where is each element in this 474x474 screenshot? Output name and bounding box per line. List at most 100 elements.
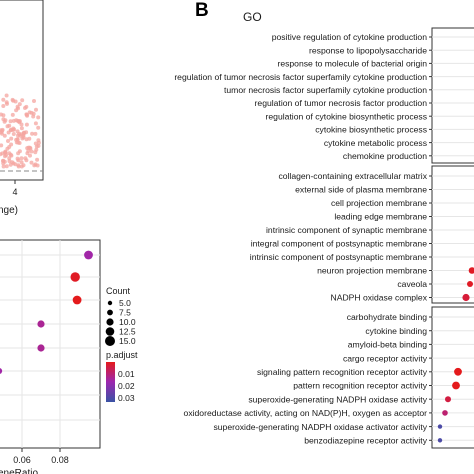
go-term-label: chemokine production: [343, 151, 427, 161]
go-term-label: cell projection membrane: [331, 198, 427, 208]
go-term-label: superoxide-generating NADPH oxidase acti…: [213, 422, 427, 432]
volcano-point: [11, 118, 16, 123]
count-legend-dot: [106, 318, 114, 326]
go-term-label: cytokine biosynthetic process: [315, 125, 427, 135]
go-points: [437, 267, 474, 443]
dotplot-a-frame: [0, 239, 101, 449]
count-legend-label: 12.5: [119, 327, 136, 337]
volcano-point: [19, 160, 24, 165]
volcano-x-tick-label: 4: [12, 187, 17, 197]
volcano-point: [29, 149, 34, 154]
go-term-label: benzodiazepine receptor activity: [304, 436, 427, 446]
volcano-point: [3, 154, 7, 159]
volcano-point: [29, 110, 34, 115]
go-point: [467, 281, 473, 287]
volcano-point: [22, 130, 26, 135]
count-legend-dot: [107, 309, 113, 316]
volcano-point: [33, 150, 38, 155]
dotplot-a-point: [72, 295, 82, 305]
go-term-label: tumor necrosis factor superfamily cytoki…: [224, 85, 427, 95]
go-term-label: regulation of tumor necrosis factor supe…: [174, 72, 427, 82]
go-term-label: NADPH oxidase complex: [331, 293, 428, 303]
volcano-point: [26, 145, 31, 150]
count-legend-dot: [105, 336, 115, 346]
volcano-point: [4, 100, 9, 105]
go-term-labels: positive regulation of cytokine producti…: [174, 32, 427, 445]
go-point: [445, 396, 451, 403]
go-term-label: regulation of cytokine biosynthetic proc…: [266, 111, 427, 121]
dotplot-a-panel: 0.06 0.08 eneRatio: [0, 239, 101, 474]
volcano-point: [17, 149, 22, 154]
volcano-point: [29, 160, 34, 165]
volcano-point: [4, 164, 9, 169]
volcano-point: [26, 149, 31, 153]
count-legend-title: Count: [106, 286, 131, 296]
volcano-point: [16, 140, 21, 145]
volcano-point: [13, 99, 18, 104]
volcano-point: [0, 130, 4, 135]
go-term-label: cytokine metabolic process: [324, 138, 427, 148]
volcano-point: [9, 142, 14, 147]
dotplot-a-grid: [0, 240, 100, 448]
dotplot-a-point: [84, 250, 93, 260]
volcano-point: [27, 136, 32, 141]
volcano-point: [1, 117, 6, 122]
go-term-label: response to lipopolysaccharide: [309, 45, 427, 55]
volcano-point: [21, 135, 26, 140]
dotplot-a-point: [0, 368, 3, 374]
volcano-point: [7, 151, 12, 156]
volcano-point: [16, 164, 21, 169]
go-term-label: positive regulation of cytokine producti…: [272, 32, 427, 42]
go-point: [462, 293, 470, 302]
go-term-label: neuron projection membrane: [317, 266, 427, 276]
go-point: [452, 381, 460, 390]
volcano-point: [36, 115, 41, 120]
volcano-point: [2, 133, 7, 138]
volcano-x-axis-label: nge): [0, 205, 18, 216]
count-legend-dot: [105, 327, 115, 336]
volcano-point: [31, 114, 36, 119]
go-term-label: intrinsic component of synaptic membrane: [266, 225, 427, 235]
padj-colorbar: [106, 362, 115, 402]
count-legend-label: 10.0: [119, 317, 136, 327]
volcano-point: [5, 124, 10, 129]
volcano-point: [0, 143, 4, 148]
volcano-point: [36, 125, 41, 130]
volcano-point: [35, 157, 40, 162]
go-term-label: superoxide-generating NADPH oxidase acti…: [248, 394, 427, 404]
volcano-point: [32, 99, 36, 103]
volcano-point: [7, 156, 12, 161]
go-point: [437, 438, 443, 443]
go-facet-panels: [429, 27, 474, 449]
go-term-label: cargo receptor activity: [343, 353, 428, 363]
volcano-point: [21, 163, 26, 168]
volcano-point: [28, 153, 32, 158]
go-term-label: integral component of postsynaptic membr…: [251, 239, 427, 249]
volcano-point: [14, 137, 19, 142]
go-point: [442, 410, 448, 416]
dotplot-a-point: [37, 344, 45, 352]
dotplot-a-point: [70, 272, 80, 282]
volcano-point: [10, 112, 15, 117]
count-legend-label: 15.0: [119, 336, 136, 346]
panel-b-letter: B: [195, 0, 209, 21]
volcano-points: [0, 93, 41, 169]
volcano-point: [30, 131, 35, 136]
volcano-point: [19, 156, 24, 161]
volcano-point: [13, 162, 18, 167]
volcano-point: [1, 97, 6, 102]
volcano-point: [17, 102, 22, 107]
volcano-point: [1, 113, 6, 118]
dotplot-a-legend: Count 5.07.510.012.515.0 p.adjust 0.01 0…: [105, 286, 138, 403]
volcano-point: [14, 108, 19, 113]
go-facet-panel: [431, 165, 474, 304]
volcano-point: [9, 136, 14, 141]
go-point: [454, 367, 462, 376]
volcano-point: [33, 121, 38, 126]
volcano-point: [1, 104, 6, 108]
dotplot-a-point: [37, 320, 45, 328]
volcano-point: [33, 162, 38, 167]
volcano-point: [20, 98, 25, 103]
dotplot-a-x-axis-label: eneRatio: [0, 468, 38, 474]
